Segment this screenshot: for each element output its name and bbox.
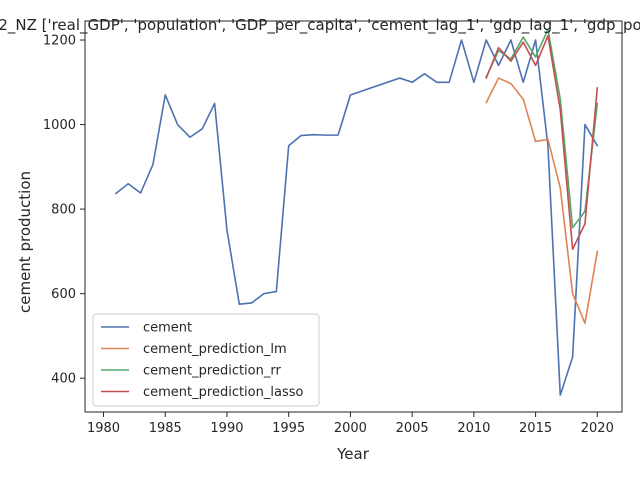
x-tick-label: 2020 [581, 421, 614, 436]
series-line-cement-prediction-lasso [485, 34, 599, 251]
y-tick-label: 1000 [43, 118, 76, 133]
legend-label: cement [143, 321, 192, 336]
legend-label: cement_prediction_rr [143, 364, 281, 379]
y-axis-label: cement production [16, 171, 34, 313]
legend: cement cement_prediction_lm cement_predict… [92, 313, 320, 407]
x-tick-label: 1985 [149, 421, 182, 436]
y-tick-label: 400 [51, 372, 76, 387]
x-axis-label: Year [336, 445, 370, 463]
series-line-cement-prediction-lm [485, 77, 599, 325]
x-axis-ticks: 1980 1985 1990 1995 2000 2005 2010 2015 2020 [87, 412, 614, 436]
legend-label: cement_prediction_lm [143, 342, 287, 357]
plot-frame [84, 20, 623, 413]
series-line-cement [115, 39, 599, 396]
x-tick-label: 2015 [519, 421, 552, 436]
y-tick-label: 600 [51, 287, 76, 302]
chart-title: 2_NZ ['real_GDP', 'population', 'GDP_per… [0, 16, 640, 35]
legend-box [92, 313, 320, 407]
x-tick-label: 2005 [396, 421, 429, 436]
x-tick-label: 2010 [457, 421, 490, 436]
x-tick-label: 1990 [210, 421, 243, 436]
legend-label: cement_prediction_lasso [143, 385, 303, 400]
series-layer [115, 28, 599, 396]
y-tick-label: 1200 [43, 34, 76, 49]
x-tick-label: 2000 [334, 421, 367, 436]
y-axis-ticks: 400 600 800 1000 1200 [43, 34, 85, 387]
y-tick-label: 800 [51, 203, 76, 218]
legend-items: cement cement_prediction_lm cement_predict… [101, 321, 303, 400]
x-tick-label: 1980 [87, 421, 120, 436]
x-tick-label: 1995 [272, 421, 305, 436]
